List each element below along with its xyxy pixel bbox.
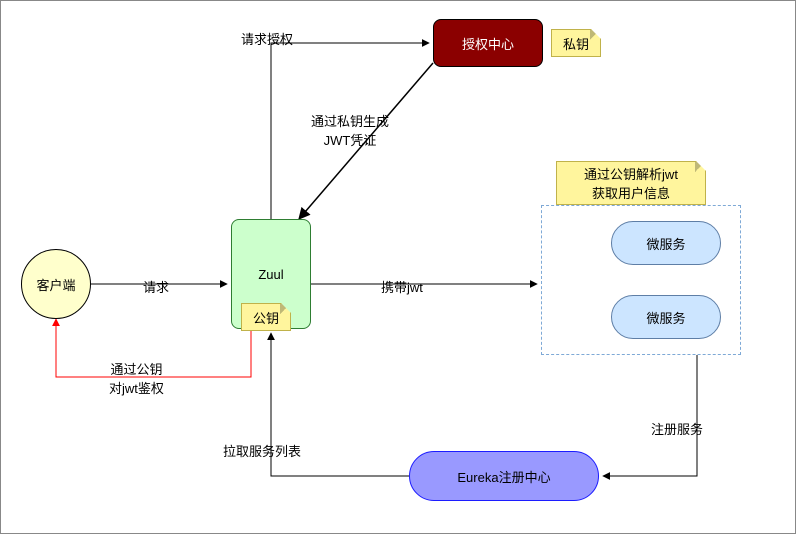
node-eureka-label: Eureka注册中心 xyxy=(457,467,550,486)
label-jwt_verify: 通过公钥 对jwt鉴权 xyxy=(109,359,164,397)
node-microservice_2-label: 微服务 xyxy=(646,308,685,327)
note-jwt_parse-label: 通过公钥解析jwt 获取用户信息 xyxy=(584,164,678,202)
label-gen_jwt: 通过私钥生成 JWT凭证 xyxy=(311,111,389,149)
label-register_svc: 注册服务 xyxy=(651,419,703,438)
node-zuul-label: Zuul xyxy=(258,267,283,282)
node-client: 客户端 xyxy=(21,249,91,319)
edge-micro_to_eureka xyxy=(603,355,697,476)
node-client-label: 客户端 xyxy=(36,275,75,294)
note-private_key-label: 私钥 xyxy=(563,34,589,53)
note-jwt_parse: 通过公钥解析jwt 获取用户信息 xyxy=(556,161,706,205)
node-auth_center-label: 授权中心 xyxy=(462,34,514,53)
node-eureka: Eureka注册中心 xyxy=(409,451,599,501)
label-carry_jwt: 携带jwt xyxy=(381,277,423,296)
label-request: 请求 xyxy=(143,277,169,296)
node-microservice_1: 微服务 xyxy=(611,221,721,265)
node-auth_center: 授权中心 xyxy=(433,19,543,67)
label-pull_list: 拉取服务列表 xyxy=(223,441,301,460)
node-microservice_1-label: 微服务 xyxy=(646,234,685,253)
label-req_auth: 请求授权 xyxy=(241,29,293,48)
note-public_key-label: 公钥 xyxy=(253,308,279,327)
note-public_key: 公钥 xyxy=(241,303,291,331)
note-private_key: 私钥 xyxy=(551,29,601,57)
node-microservice_2: 微服务 xyxy=(611,295,721,339)
diagram-canvas: 客户端Zuul授权中心微服务微服务Eureka注册中心私钥公钥通过公钥解析jwt… xyxy=(0,0,796,534)
